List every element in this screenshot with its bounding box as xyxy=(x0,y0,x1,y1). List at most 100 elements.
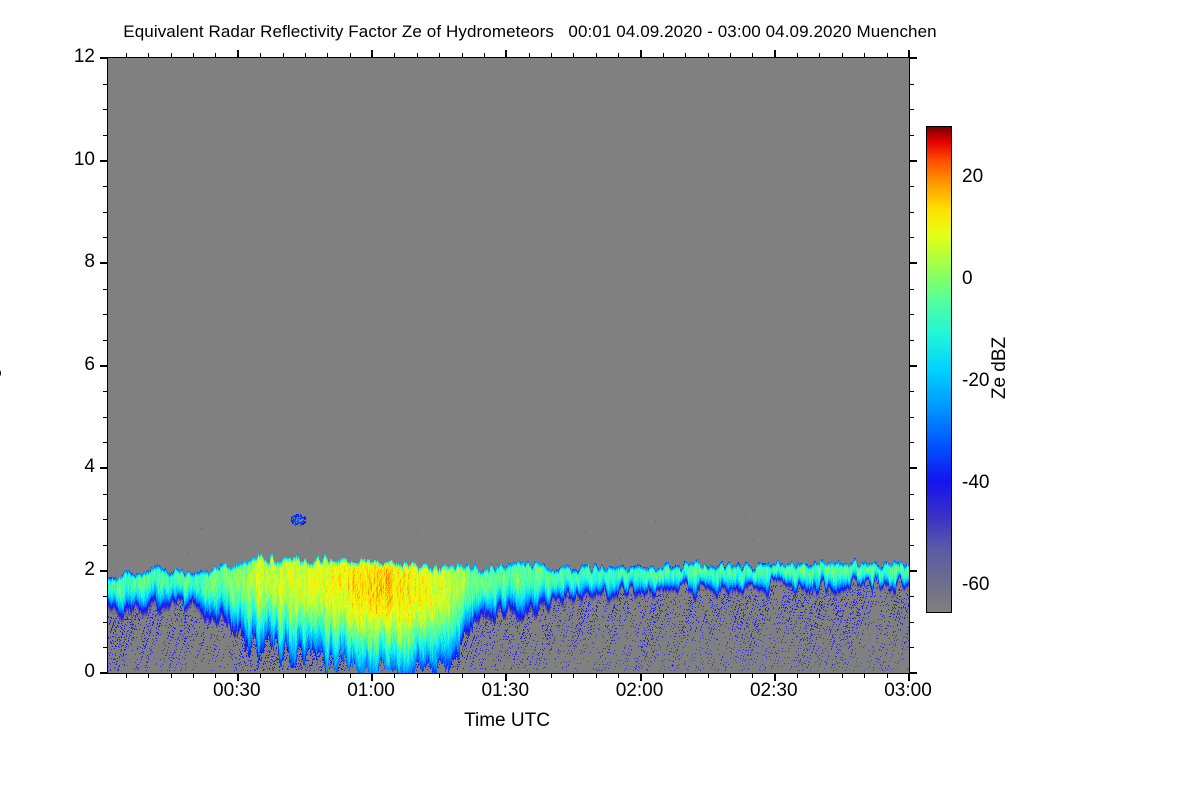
x-axis-title: Time UTC xyxy=(464,710,550,731)
y-axis-tick-label: 12 xyxy=(73,46,95,67)
x-axis-minor-tick xyxy=(640,673,642,678)
x-axis-tick-label: 01:30 xyxy=(481,680,530,701)
y-axis-minor-tick xyxy=(103,493,108,495)
colorbar-minor-tick xyxy=(951,229,952,230)
colorbar-tick xyxy=(926,585,927,587)
y-axis-minor-tick xyxy=(103,519,108,521)
y-axis-minor-tick xyxy=(103,647,108,649)
y-axis-tick xyxy=(100,159,108,162)
y-axis-minor-tick xyxy=(103,416,108,418)
colorbar-minor-tick xyxy=(951,561,952,562)
y-axis-minor-tick xyxy=(909,237,914,239)
colorbar-minor-tick xyxy=(951,535,952,536)
colorbar-minor-tick xyxy=(951,331,952,332)
y-axis-minor-tick xyxy=(909,186,914,188)
y-axis-tick xyxy=(100,467,108,469)
y-axis-minor-tick xyxy=(909,134,914,136)
y-axis-minor-tick xyxy=(909,647,914,649)
y-axis-minor-tick xyxy=(103,186,108,188)
colorbar-minor-tick xyxy=(951,255,952,256)
x-axis-minor-tick xyxy=(148,673,150,678)
y-axis-minor-tick xyxy=(909,288,914,290)
y-axis-minor-tick xyxy=(909,519,914,521)
x-axis-tick-label: 02:30 xyxy=(749,680,798,701)
x-axis-minor-tick xyxy=(394,53,396,58)
y-axis-minor-tick xyxy=(909,314,914,316)
colorbar-minor-tick xyxy=(951,433,952,434)
y-axis-tick-label: 6 xyxy=(84,353,95,375)
y-axis-minor-tick xyxy=(103,134,108,136)
x-axis-minor-tick xyxy=(707,673,709,678)
y-axis-tick xyxy=(100,57,108,59)
x-axis-minor-tick xyxy=(260,53,262,58)
y-axis-tick-label: 0 xyxy=(84,661,95,682)
y-axis-tick xyxy=(100,672,108,674)
x-axis-minor-tick xyxy=(215,53,217,58)
x-axis-minor-tick xyxy=(797,673,799,678)
x-axis-minor-tick xyxy=(528,53,530,58)
x-axis-minor-tick xyxy=(662,673,664,678)
colorbar-minor-tick xyxy=(951,612,952,613)
colorbar-minor-tick xyxy=(951,357,952,358)
x-axis-minor-tick xyxy=(461,673,463,678)
y-axis-minor-tick xyxy=(909,83,914,85)
y-axis-tick-label: 2 xyxy=(84,558,95,580)
x-axis-minor-tick xyxy=(483,673,485,678)
colorbar-tick xyxy=(951,483,952,485)
x-axis-minor-tick xyxy=(237,53,239,58)
colorbar xyxy=(926,126,952,613)
colorbar-tick-label: -40 xyxy=(962,472,990,494)
y-axis-minor-tick xyxy=(909,339,914,341)
y-axis-tick xyxy=(909,467,917,469)
y-axis-minor-tick xyxy=(909,544,914,546)
x-axis-minor-tick xyxy=(774,53,776,58)
x-axis-minor-tick xyxy=(729,53,731,58)
colorbar-title: Ze dBZ xyxy=(989,336,1010,400)
colorbar-minor-tick xyxy=(951,306,952,307)
x-axis-minor-tick xyxy=(819,53,821,58)
y-axis-minor-tick xyxy=(103,391,108,393)
y-axis-tick xyxy=(909,159,917,162)
x-axis-minor-tick xyxy=(864,673,866,678)
y-axis-minor-tick xyxy=(909,391,914,393)
y-axis-minor-tick xyxy=(103,339,108,341)
x-axis-minor-tick xyxy=(170,53,172,58)
x-axis-minor-tick xyxy=(797,53,799,58)
colorbar-minor-tick xyxy=(951,127,952,128)
y-axis-minor-tick xyxy=(909,109,914,111)
x-axis-minor-tick xyxy=(640,53,642,58)
y-axis-tick xyxy=(909,57,917,59)
x-axis-minor-tick xyxy=(282,53,284,58)
x-axis-minor-tick xyxy=(752,673,754,678)
x-axis-minor-tick xyxy=(416,673,418,678)
y-axis-tick xyxy=(909,672,917,674)
x-axis-minor-tick xyxy=(349,673,351,678)
y-axis-minor-tick xyxy=(103,237,108,239)
x-axis-minor-tick xyxy=(886,53,888,58)
y-axis-minor-tick xyxy=(909,493,914,495)
colorbar-gradient xyxy=(927,127,951,612)
x-axis-minor-tick xyxy=(886,673,888,678)
y-axis-minor-tick xyxy=(103,442,108,444)
y-axis-tick xyxy=(909,364,917,367)
figure-title: Equivalent Radar Reflectivity Factor Ze … xyxy=(123,22,937,41)
x-axis-minor-tick xyxy=(260,673,262,678)
y-axis-minor-tick xyxy=(103,544,108,546)
x-axis-minor-tick xyxy=(416,53,418,58)
x-axis-minor-tick xyxy=(595,673,597,678)
x-axis-tick-label: 01:00 xyxy=(347,680,395,701)
y-axis-tick-label: 8 xyxy=(84,251,95,272)
colorbar-tick xyxy=(951,585,952,587)
x-axis-minor-tick xyxy=(528,673,530,678)
colorbar-minor-tick xyxy=(951,510,952,511)
y-axis-tick xyxy=(100,364,108,367)
y-axis-tick xyxy=(100,569,108,572)
x-axis-minor-tick xyxy=(193,673,195,678)
y-axis-minor-tick xyxy=(103,109,108,111)
colorbar-minor-tick xyxy=(951,153,952,154)
colorbar-tick xyxy=(926,177,927,179)
x-axis-minor-tick xyxy=(774,673,776,678)
y-axis-tick xyxy=(909,262,917,264)
x-axis-minor-tick xyxy=(372,673,374,678)
